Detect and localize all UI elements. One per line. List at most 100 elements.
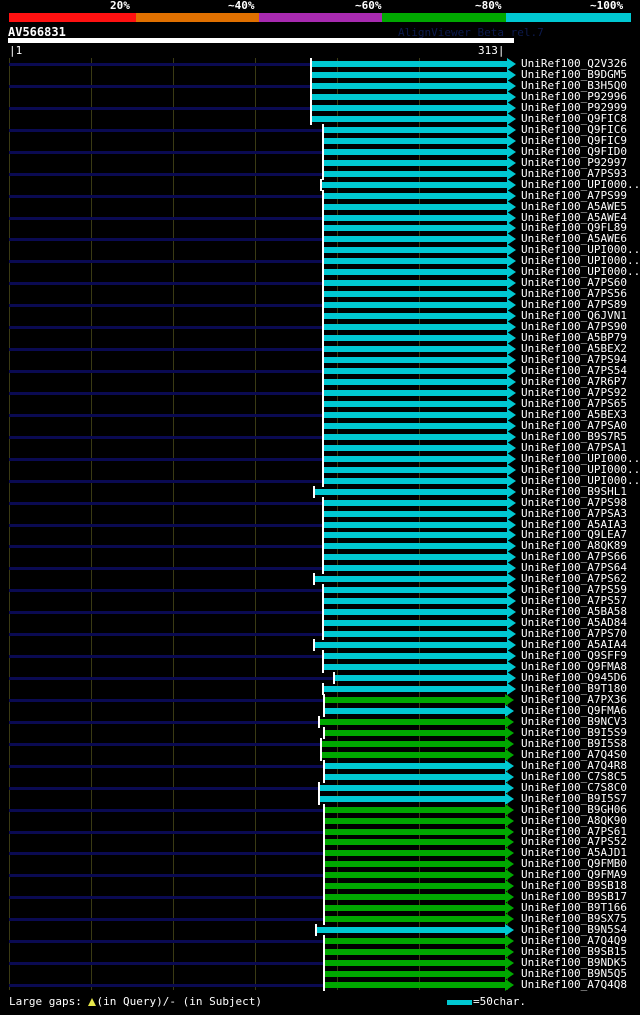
alignment-row[interactable]: UniRef100_A7PS60 — [0, 276, 640, 292]
alignment-row[interactable]: UniRef100_B9T166 — [0, 901, 640, 917]
alignment-row[interactable]: UniRef100_A7PSA3 — [0, 506, 640, 523]
hsp-bar[interactable] — [318, 795, 505, 802]
hsp-bar[interactable] — [323, 938, 505, 945]
alignment-row[interactable]: UniRef100_Q9FMA6 — [0, 703, 640, 720]
alignment-row[interactable]: UniRef100_A7PS57 — [0, 594, 640, 610]
hsp-bar[interactable] — [322, 357, 507, 364]
hit-label[interactable]: UniRef100_A7PS52 — [521, 835, 627, 849]
alignment-row[interactable]: UniRef100_A5BA58 — [0, 605, 640, 621]
alignment-row[interactable]: UniRef100_A5BEX2 — [0, 342, 640, 358]
hit-label[interactable]: UniRef100_A5BP79 — [521, 331, 627, 345]
alignment-row[interactable]: UniRef100_A7PX36 — [0, 693, 640, 709]
hit-label[interactable]: UniRef100_P92997 — [521, 155, 627, 169]
hsp-bar[interactable] — [322, 368, 507, 374]
hit-label[interactable]: UniRef100_Q9FMA9 — [521, 868, 627, 882]
hsp-bar[interactable] — [322, 653, 507, 660]
alignment-row[interactable]: UniRef100_A7PS66 — [0, 550, 640, 566]
hsp-bar[interactable] — [320, 740, 505, 747]
hit-label[interactable]: UniRef100_A7Q4Q8 — [521, 978, 627, 992]
hsp-bar[interactable] — [310, 115, 507, 122]
hsp-bar[interactable] — [323, 773, 505, 780]
hsp-bar[interactable] — [322, 137, 507, 144]
hsp-bar[interactable] — [322, 444, 507, 451]
alignment-row[interactable]: UniRef100_B9S7R5 — [0, 430, 640, 446]
alignment-row[interactable]: UniRef100_A7PS52 — [0, 835, 640, 851]
hsp-bar[interactable] — [322, 510, 507, 517]
alignment-row[interactable]: UniRef100_A7PS61 — [0, 825, 640, 841]
hit-label[interactable]: UniRef100_B9SB15 — [521, 945, 627, 959]
hsp-bar[interactable] — [310, 61, 507, 67]
hit-label[interactable]: UniRef100_A7PS89 — [521, 298, 627, 312]
hsp-bar[interactable] — [322, 499, 507, 506]
hit-label[interactable]: UniRef100_A5AWE5 — [521, 199, 627, 213]
hsp-bar[interactable] — [323, 828, 505, 835]
alignment-row[interactable]: UniRef100_UPI000.. — [0, 451, 640, 468]
alignment-row[interactable]: UniRef100_B9I5S7 — [0, 792, 640, 808]
hit-label[interactable]: UniRef100_A5AWE6 — [521, 232, 627, 246]
hit-label[interactable]: UniRef100_Q9FMA8 — [521, 660, 627, 674]
alignment-row[interactable]: UniRef100_B9N5Q5 — [0, 967, 640, 983]
alignment-row[interactable]: UniRef100_Q9LEA7 — [0, 528, 640, 544]
hsp-bar[interactable] — [322, 521, 507, 528]
hsp-bar[interactable] — [313, 488, 507, 495]
hsp-bar[interactable] — [315, 927, 505, 934]
hsp-bar[interactable] — [322, 631, 507, 638]
hsp-bar[interactable] — [310, 71, 507, 78]
hsp-bar[interactable] — [322, 411, 507, 418]
hsp-bar[interactable] — [322, 433, 507, 440]
alignment-row[interactable]: UniRef100_A5BEX3 — [0, 408, 640, 424]
hit-label[interactable]: UniRef100_UPI000.. — [521, 451, 640, 465]
alignment-row[interactable]: UniRef100_A8QK90 — [0, 814, 640, 830]
alignment-row[interactable]: UniRef100_A5AD84 — [0, 616, 640, 632]
hit-label[interactable]: UniRef100_A5AIA3 — [521, 517, 627, 531]
hit-label[interactable]: UniRef100_UPI000.. — [521, 265, 640, 279]
hit-label[interactable]: UniRef100_B9I5S9 — [521, 725, 627, 739]
hit-label[interactable]: UniRef100_A5BEX2 — [521, 342, 627, 356]
alignment-row[interactable]: UniRef100_A5AWE6 — [0, 232, 640, 248]
hsp-bar[interactable] — [322, 302, 507, 309]
alignment-row[interactable]: UniRef100_Q9FMB0 — [0, 857, 640, 873]
hit-label[interactable]: UniRef100_Q9FMA6 — [521, 703, 627, 717]
alignment-row[interactable]: UniRef100_Q945D6 — [0, 671, 640, 687]
hit-label[interactable]: UniRef100_Q9SFF9 — [521, 649, 627, 663]
alignment-row[interactable]: UniRef100_A7PSA0 — [0, 419, 640, 435]
hsp-bar[interactable] — [322, 148, 507, 155]
hsp-bar[interactable] — [333, 675, 507, 682]
alignment-row[interactable]: UniRef100_Q9FL89 — [0, 221, 640, 237]
hsp-bar[interactable] — [322, 170, 507, 177]
hit-label[interactable]: UniRef100_P92999 — [521, 100, 627, 114]
alignment-row[interactable]: UniRef100_B9NDK5 — [0, 956, 640, 972]
alignment-row[interactable]: UniRef100_A7Q4Q9 — [0, 934, 640, 950]
hsp-bar[interactable] — [322, 685, 507, 692]
hsp-bar[interactable] — [322, 291, 507, 298]
alignment-row[interactable]: UniRef100_A7Q4R8 — [0, 759, 640, 775]
hsp-bar[interactable] — [318, 784, 505, 791]
hit-label[interactable]: UniRef100_A7PS65 — [521, 396, 627, 410]
hsp-bar[interactable] — [323, 696, 505, 703]
hit-label[interactable]: UniRef100_Q6JVN1 — [521, 309, 627, 323]
alignment-row[interactable]: UniRef100_Q9SFF9 — [0, 649, 640, 665]
hit-label[interactable]: UniRef100_A7PS99 — [521, 188, 627, 202]
hsp-bar[interactable] — [322, 565, 507, 572]
hit-label[interactable]: UniRef100_A5AJD1 — [521, 846, 627, 860]
hit-label[interactable]: UniRef100_P92996 — [521, 89, 627, 103]
alignment-row[interactable]: UniRef100_A7PS92 — [0, 386, 640, 402]
alignment-row[interactable]: UniRef100_B9SHL1 — [0, 485, 640, 501]
alignment-row[interactable]: UniRef100_B9GH06 — [0, 803, 640, 819]
alignment-row[interactable]: UniRef100_UPI000.. — [0, 463, 640, 479]
hsp-bar[interactable] — [323, 960, 505, 967]
hit-label[interactable]: UniRef100_Q9FMB0 — [521, 857, 627, 871]
alignment-row[interactable]: UniRef100_A7PS59 — [0, 583, 640, 599]
hit-label[interactable]: UniRef100_A5AIA4 — [521, 638, 627, 652]
hit-label[interactable]: UniRef100_A7PS59 — [521, 583, 627, 597]
hit-label[interactable]: UniRef100_A5AD84 — [521, 616, 627, 630]
alignment-row[interactable]: UniRef100_A7PS64 — [0, 561, 640, 577]
hsp-bar[interactable] — [320, 181, 507, 188]
hit-label[interactable]: UniRef100_A7PSA3 — [521, 506, 627, 520]
alignment-row[interactable]: UniRef100_A7PS93 — [0, 167, 640, 183]
alignment-row[interactable]: UniRef100_C7S8C0 — [0, 781, 640, 797]
alignment-row[interactable]: UniRef100_Q9FIC6 — [0, 123, 640, 139]
hit-label[interactable]: UniRef100_A7Q4S0 — [521, 747, 627, 761]
hsp-bar[interactable] — [322, 664, 507, 671]
alignment-row[interactable]: UniRef100_B9DGM5 — [0, 68, 640, 84]
